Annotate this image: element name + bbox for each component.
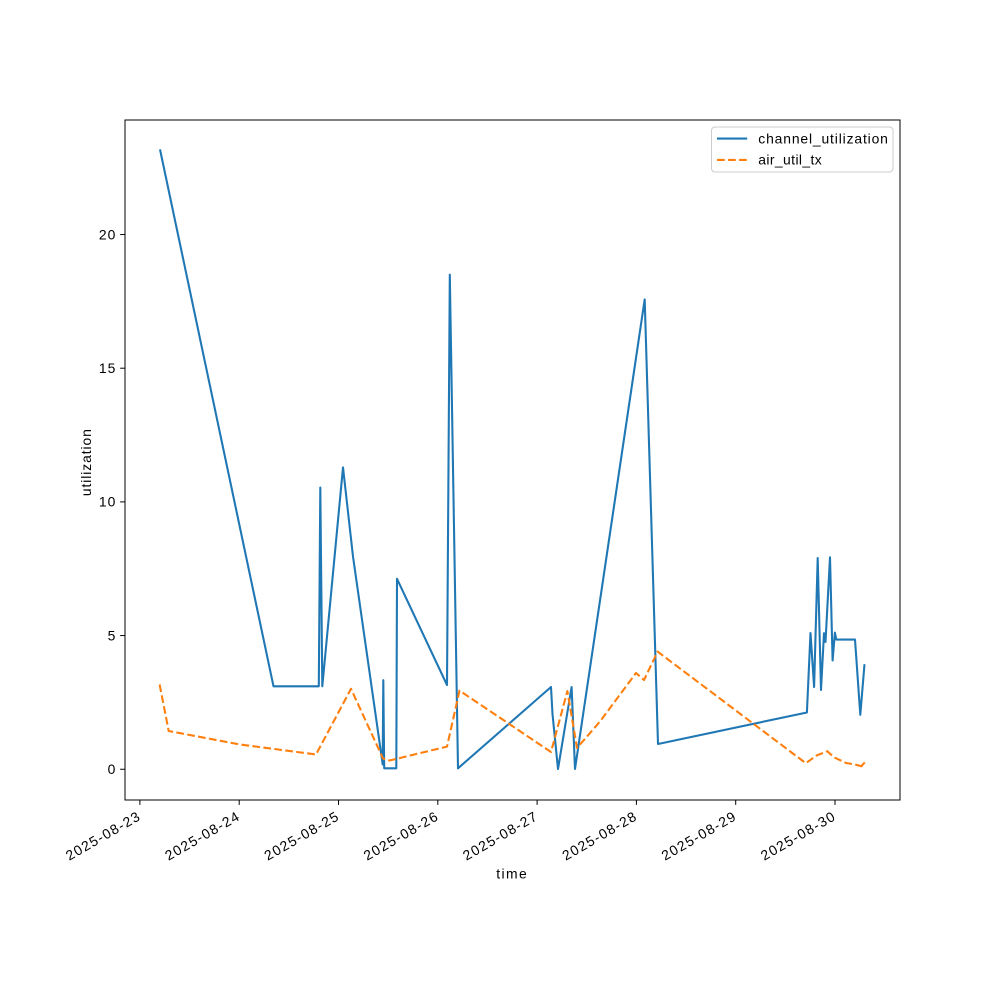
svg-text:10: 10: [99, 494, 116, 510]
svg-text:utilization: utilization: [78, 428, 94, 496]
svg-text:5: 5: [108, 627, 117, 643]
svg-text:15: 15: [99, 360, 116, 376]
svg-text:air_util_tx: air_util_tx: [758, 152, 822, 168]
svg-text:time: time: [496, 865, 528, 881]
svg-text:channel_utilization: channel_utilization: [758, 131, 888, 147]
svg-text:20: 20: [99, 226, 116, 242]
svg-text:0: 0: [108, 761, 117, 777]
